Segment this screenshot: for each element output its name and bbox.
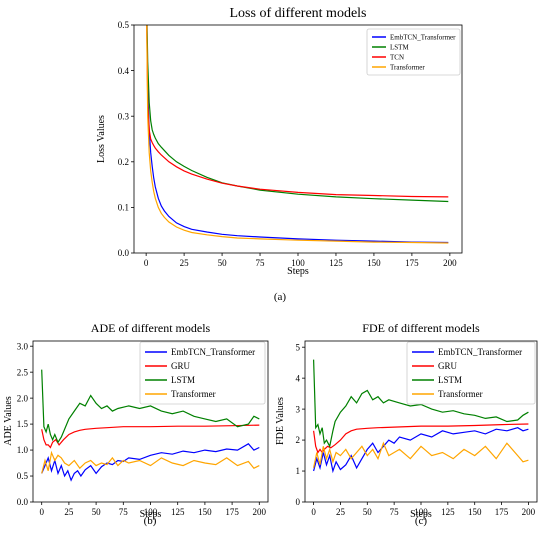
chart-3-x-tick-label: 25 xyxy=(336,507,346,517)
chart-2-series-line-3 xyxy=(41,369,260,444)
chart-2-series-line-1 xyxy=(41,443,260,482)
chart-1-x-tick-label: 25 xyxy=(180,258,190,268)
chart-3-x-tick-label: 0 xyxy=(311,507,316,517)
chart-1-y-tick-label: 0.1 xyxy=(118,203,129,213)
chart-1-x-axis-label: Steps xyxy=(287,266,309,277)
chart-3-x-tick-label: 175 xyxy=(495,507,509,517)
chart-1-legend-label: EmbTCN_Transformer xyxy=(390,33,456,41)
chart-1-y-tick-label: 0.4 xyxy=(118,66,130,76)
chart-3-legend xyxy=(406,341,536,405)
chart-2-x-tick-label: 200 xyxy=(253,507,267,517)
chart-1-x-tick-label: 150 xyxy=(367,258,381,268)
chart-3-x-axis-label: Steps xyxy=(410,509,432,520)
chart-2-series-line-2 xyxy=(41,424,260,449)
chart-2-x-axis-label: Steps xyxy=(140,509,162,520)
chart-1-x-tick-label: 0 xyxy=(144,258,149,268)
chart-2-x-tick-label: 0 xyxy=(39,507,44,517)
chart-2-y-tick-label: 2.5 xyxy=(17,367,29,377)
chart-3-x-tick-label: 200 xyxy=(522,507,536,517)
chart-3-x-tick-label: 75 xyxy=(390,507,400,517)
chart-2-y-tick-label: 0.0 xyxy=(17,497,29,507)
chart-2-x-tick-label: 25 xyxy=(64,507,74,517)
chart-3-y-tick-label: 3 xyxy=(296,404,301,414)
chart-2-y-tick-label: 3.0 xyxy=(17,341,29,351)
chart-1-x-tick-label: 200 xyxy=(443,258,457,268)
chart-2-y-tick-label: 1.0 xyxy=(17,445,29,455)
chart-1-x-tick-label: 100 xyxy=(291,258,305,268)
chart-2-caption: (b) xyxy=(144,515,157,527)
chart-3-y-tick-label: 1 xyxy=(296,466,301,476)
chart-2-y-tick-label: 1.5 xyxy=(17,419,29,429)
chart-3-x-tick-label: 50 xyxy=(363,507,373,517)
chart-2-x-tick-label: 100 xyxy=(144,507,158,517)
chart-1-legend-label: TCN xyxy=(390,53,404,61)
chart-1-y-axis-label: Loss Values xyxy=(96,115,107,163)
chart-3-series-line-4 xyxy=(313,441,529,469)
chart-2-legend-label: Transformer xyxy=(171,389,216,399)
chart-1-y-tick-label: 0.2 xyxy=(118,157,129,167)
chart-1-legend-label: LSTM xyxy=(390,43,409,51)
chart-2-x-tick-label: 125 xyxy=(171,507,185,517)
chart-1-series-line-1 xyxy=(146,25,449,244)
chart-1-x-tick-label: 50 xyxy=(218,258,228,268)
chart-1-series-line-3 xyxy=(146,25,449,198)
chart-2-legend xyxy=(139,341,266,405)
chart-3-series-line-3 xyxy=(313,359,529,449)
chart-1-y-tick-label: 0.5 xyxy=(118,20,130,30)
chart-1-panel: 0 25 50 75 100 125 150 175 200 0.0 0.1 0.2 0.3 0.4 0.5… xyxy=(96,6,463,303)
chart-3-legend-label: LSTM xyxy=(438,375,462,385)
chart-2-legend-label: LSTM xyxy=(171,375,195,385)
chart-1-caption: (a) xyxy=(274,291,287,303)
chart-2-x-tick-label: 50 xyxy=(92,507,102,517)
chart-3-legend-label: EmbTCN_Transformer xyxy=(438,347,522,357)
chart-1-y-tick-label: 0.0 xyxy=(118,248,130,258)
chart-2-series-line-4 xyxy=(41,450,260,474)
chart-1-x-tick-label: 75 xyxy=(256,258,266,268)
chart-3-legend-label: Transformer xyxy=(438,389,483,399)
chart-1-legend xyxy=(366,28,461,76)
chart-3-caption: (c) xyxy=(415,515,428,527)
chart-2-x-tick-label: 175 xyxy=(225,507,239,517)
chart-1-series-line-2 xyxy=(146,25,449,203)
chart-1-title: Loss of different models xyxy=(230,6,367,21)
chart-3-legend-label: GRU xyxy=(438,361,458,371)
chart-2-legend-label: EmbTCN_Transformer xyxy=(171,347,255,357)
chart-2-y-tick-label: 0.5 xyxy=(17,471,29,481)
chart-3-y-tick-label: 5 xyxy=(296,342,301,352)
chart-3-y-tick-label: 0 xyxy=(296,497,301,507)
chart-1-x-tick-label: 125 xyxy=(329,258,343,268)
chart-1-series-line-4 xyxy=(146,25,449,244)
chart-2-legend-label: GRU xyxy=(171,361,191,371)
chart-2-y-tick-label: 2.0 xyxy=(17,393,29,403)
chart-2-x-tick-label: 75 xyxy=(119,507,129,517)
chart-3-y-tick-label: 2 xyxy=(296,435,301,445)
chart-3-title: FDE of different models xyxy=(362,321,480,335)
chart-1-legend-label: Transformer xyxy=(390,63,425,71)
chart-3-panel: 0 25 50 75 100 125 150 175 200 0 1 2 3 4 5 FDE of diffe… xyxy=(275,321,538,527)
chart-3-series-line-2 xyxy=(313,423,529,454)
chart-3-y-tick-label: 4 xyxy=(296,373,301,383)
chart-1-y-tick-label: 0.3 xyxy=(118,111,130,121)
chart-3-series-line-1 xyxy=(313,427,529,474)
chart-2-y-axis-label: ADE Values xyxy=(3,396,14,446)
chart-3-x-tick-label: 150 xyxy=(468,507,482,517)
chart-1-x-tick-label: 175 xyxy=(405,258,419,268)
chart-3-y-axis-label: FDE Values xyxy=(275,397,286,445)
chart-2-panel: 0 25 50 75 100 125 150 175 200 0.0 0.5 1.0 1.5 2.0 2.5… xyxy=(3,321,269,527)
chart-3-x-tick-label: 125 xyxy=(441,507,455,517)
chart-2-x-tick-label: 150 xyxy=(198,507,212,517)
chart-2-title: ADE of different models xyxy=(91,321,211,335)
chart-3-x-tick-label: 100 xyxy=(414,507,428,517)
